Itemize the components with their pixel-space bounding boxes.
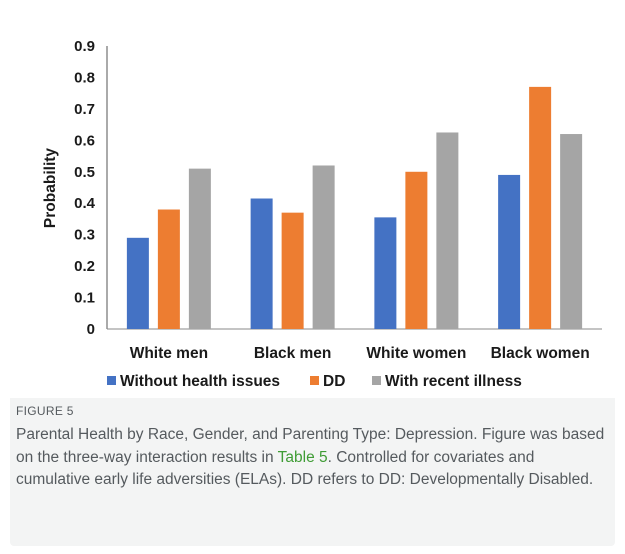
caption-text-end: . Controlled for covariates and cumulati… (16, 448, 594, 489)
bar-with-recent-illness (560, 134, 583, 329)
figure-label: FIGURE 5 (16, 404, 74, 418)
chart-area: 0 0.1 0.2 0.3 0.4 0.5 0.6 0.7 0.8 0.9 Probability W… (10, 8, 615, 398)
y-tick-label: 0.1 (74, 290, 95, 307)
bar-with-recent-illness (188, 168, 211, 329)
bar-chart: 0 0.1 0.2 0.3 0.4 0.5 0.6 0.7 0.8 0.9 Probability W… (42, 38, 602, 390)
legend-label: Without health issues (120, 373, 280, 390)
bar-dd (157, 209, 180, 329)
bar-with-recent-illness (436, 132, 459, 329)
table-link[interactable]: Table 5 (277, 448, 328, 466)
bar-dd (405, 171, 428, 329)
legend-label: DD (323, 373, 345, 390)
bar-with-recent-illness (312, 165, 335, 329)
x-category-label: White women (366, 345, 466, 362)
bar-without-health-issues (374, 217, 397, 329)
x-category-label: Black women (491, 345, 590, 362)
caption-text-start: Parental Health by Race, Gender, and Par… (16, 426, 605, 466)
legend-swatch (107, 376, 116, 385)
y-axis-label: Probability (42, 148, 59, 228)
x-category-label: White men (130, 345, 208, 362)
y-tick-label: 0.6 (74, 132, 95, 149)
y-tick-label: 0.5 (74, 164, 95, 181)
bar-dd (281, 212, 304, 329)
bar-without-health-issues (498, 174, 521, 329)
bar-without-health-issues (126, 237, 149, 329)
y-tick-label: 0.8 (74, 69, 95, 86)
figure-caption: Parental Health by Race, Gender, and Par… (16, 424, 606, 492)
x-category-label: Black men (254, 345, 332, 362)
y-tick-label: 0.9 (74, 38, 95, 55)
y-tick-label: 0 (87, 321, 95, 338)
y-tick-label: 0.3 (74, 227, 95, 244)
y-tick-label: 0.2 (74, 258, 95, 275)
bar-without-health-issues (250, 198, 273, 329)
legend-label: With recent illness (385, 373, 522, 390)
bar-dd (529, 86, 552, 329)
y-tick-label: 0.4 (74, 195, 96, 212)
legend-swatch (372, 376, 381, 385)
y-tick-label: 0.7 (74, 101, 95, 118)
legend-swatch (310, 376, 319, 385)
